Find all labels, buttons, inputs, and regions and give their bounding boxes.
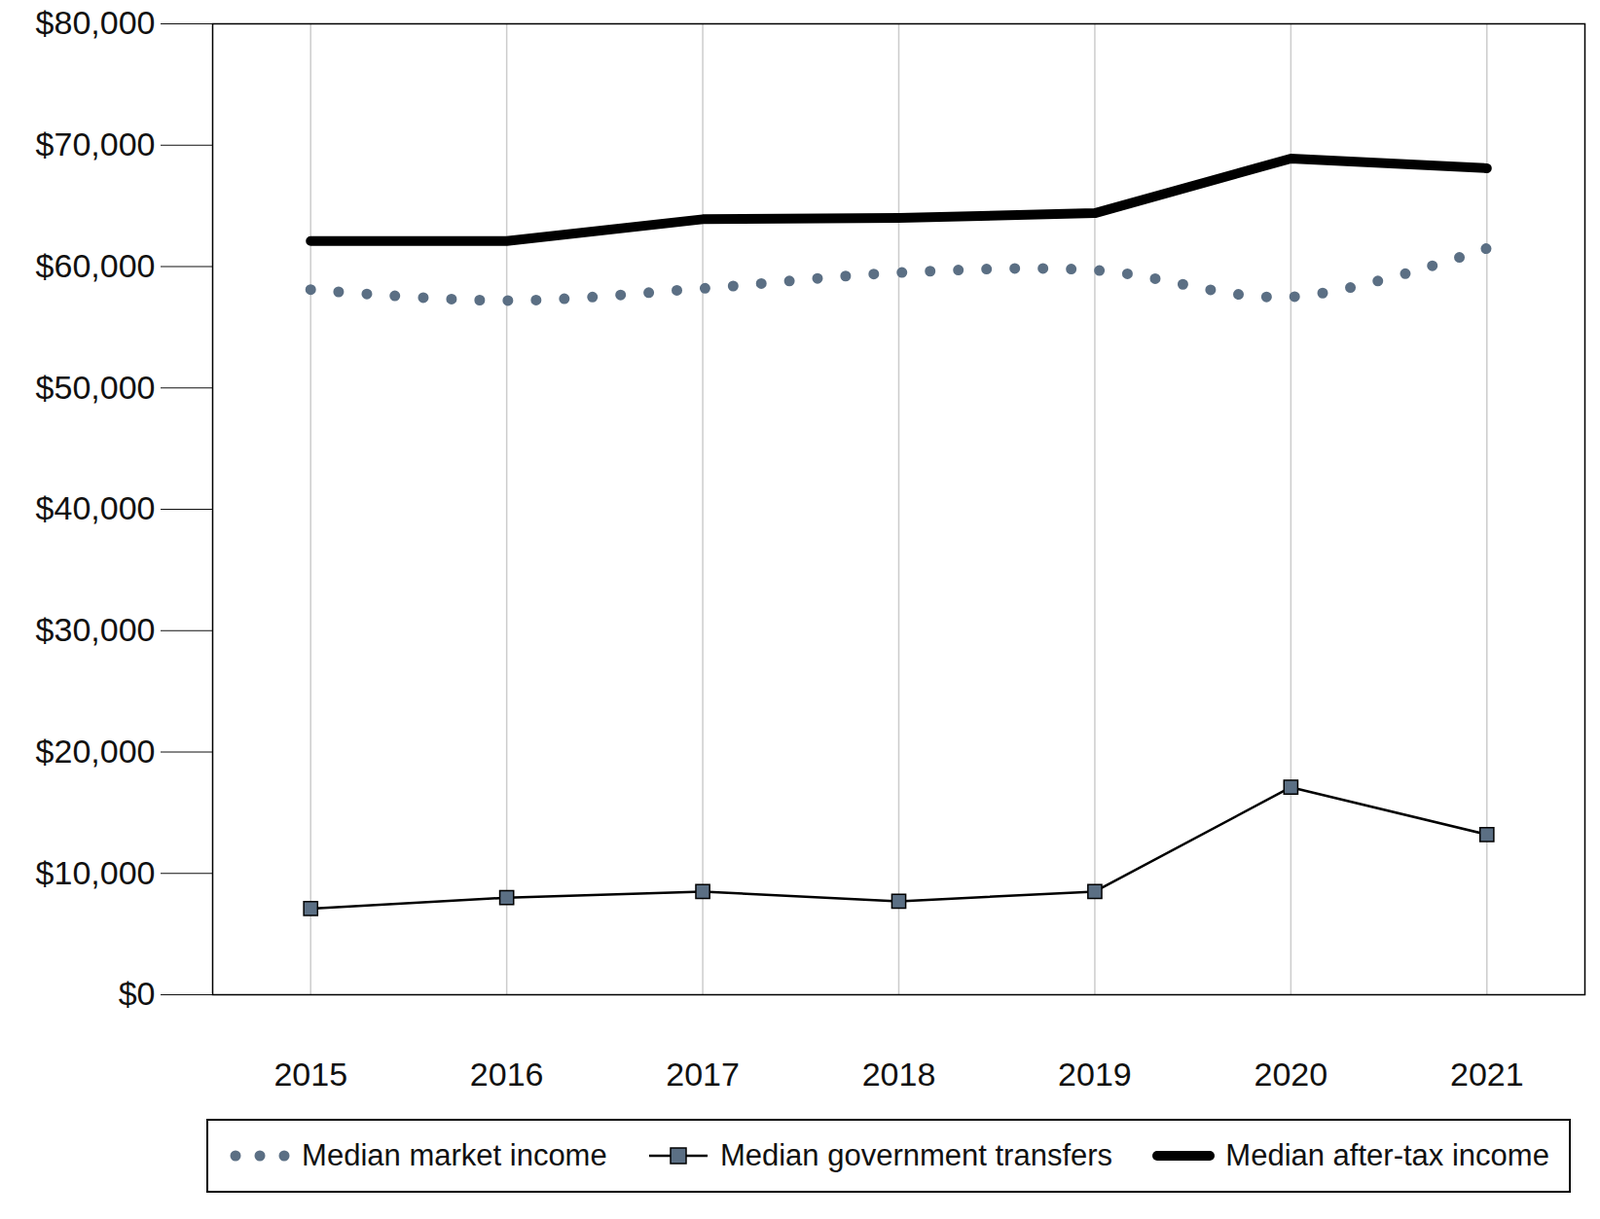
svg-text:$50,000: $50,000	[36, 368, 156, 406]
svg-text:$20,000: $20,000	[36, 732, 156, 770]
html-text:Median government transfers: Median government transfers	[720, 1138, 1113, 1173]
svg-text:$80,000: $80,000	[36, 3, 156, 41]
svg-text:$0: $0	[118, 975, 156, 1013]
html-text:Median market income: Median market income	[301, 1138, 608, 1173]
svg-text:$10,000: $10,000	[36, 854, 156, 892]
svg-text:$30,000: $30,000	[36, 611, 156, 649]
svg-text:2016: 2016	[470, 1055, 545, 1093]
svg-text:2015: 2015	[273, 1055, 348, 1093]
svg-text:$70,000: $70,000	[36, 125, 156, 163]
svg-text:2021: 2021	[1450, 1055, 1525, 1093]
html-text:Median after-tax income: Median after-tax income	[1225, 1138, 1550, 1173]
svg-text:$60,000: $60,000	[36, 247, 156, 285]
svg-text:$40,000: $40,000	[36, 489, 156, 527]
svg-text:2017: 2017	[665, 1055, 740, 1093]
svg-text:2020: 2020	[1254, 1055, 1329, 1093]
svg-text:2018: 2018	[862, 1055, 937, 1093]
svg-text:2019: 2019	[1057, 1055, 1132, 1093]
